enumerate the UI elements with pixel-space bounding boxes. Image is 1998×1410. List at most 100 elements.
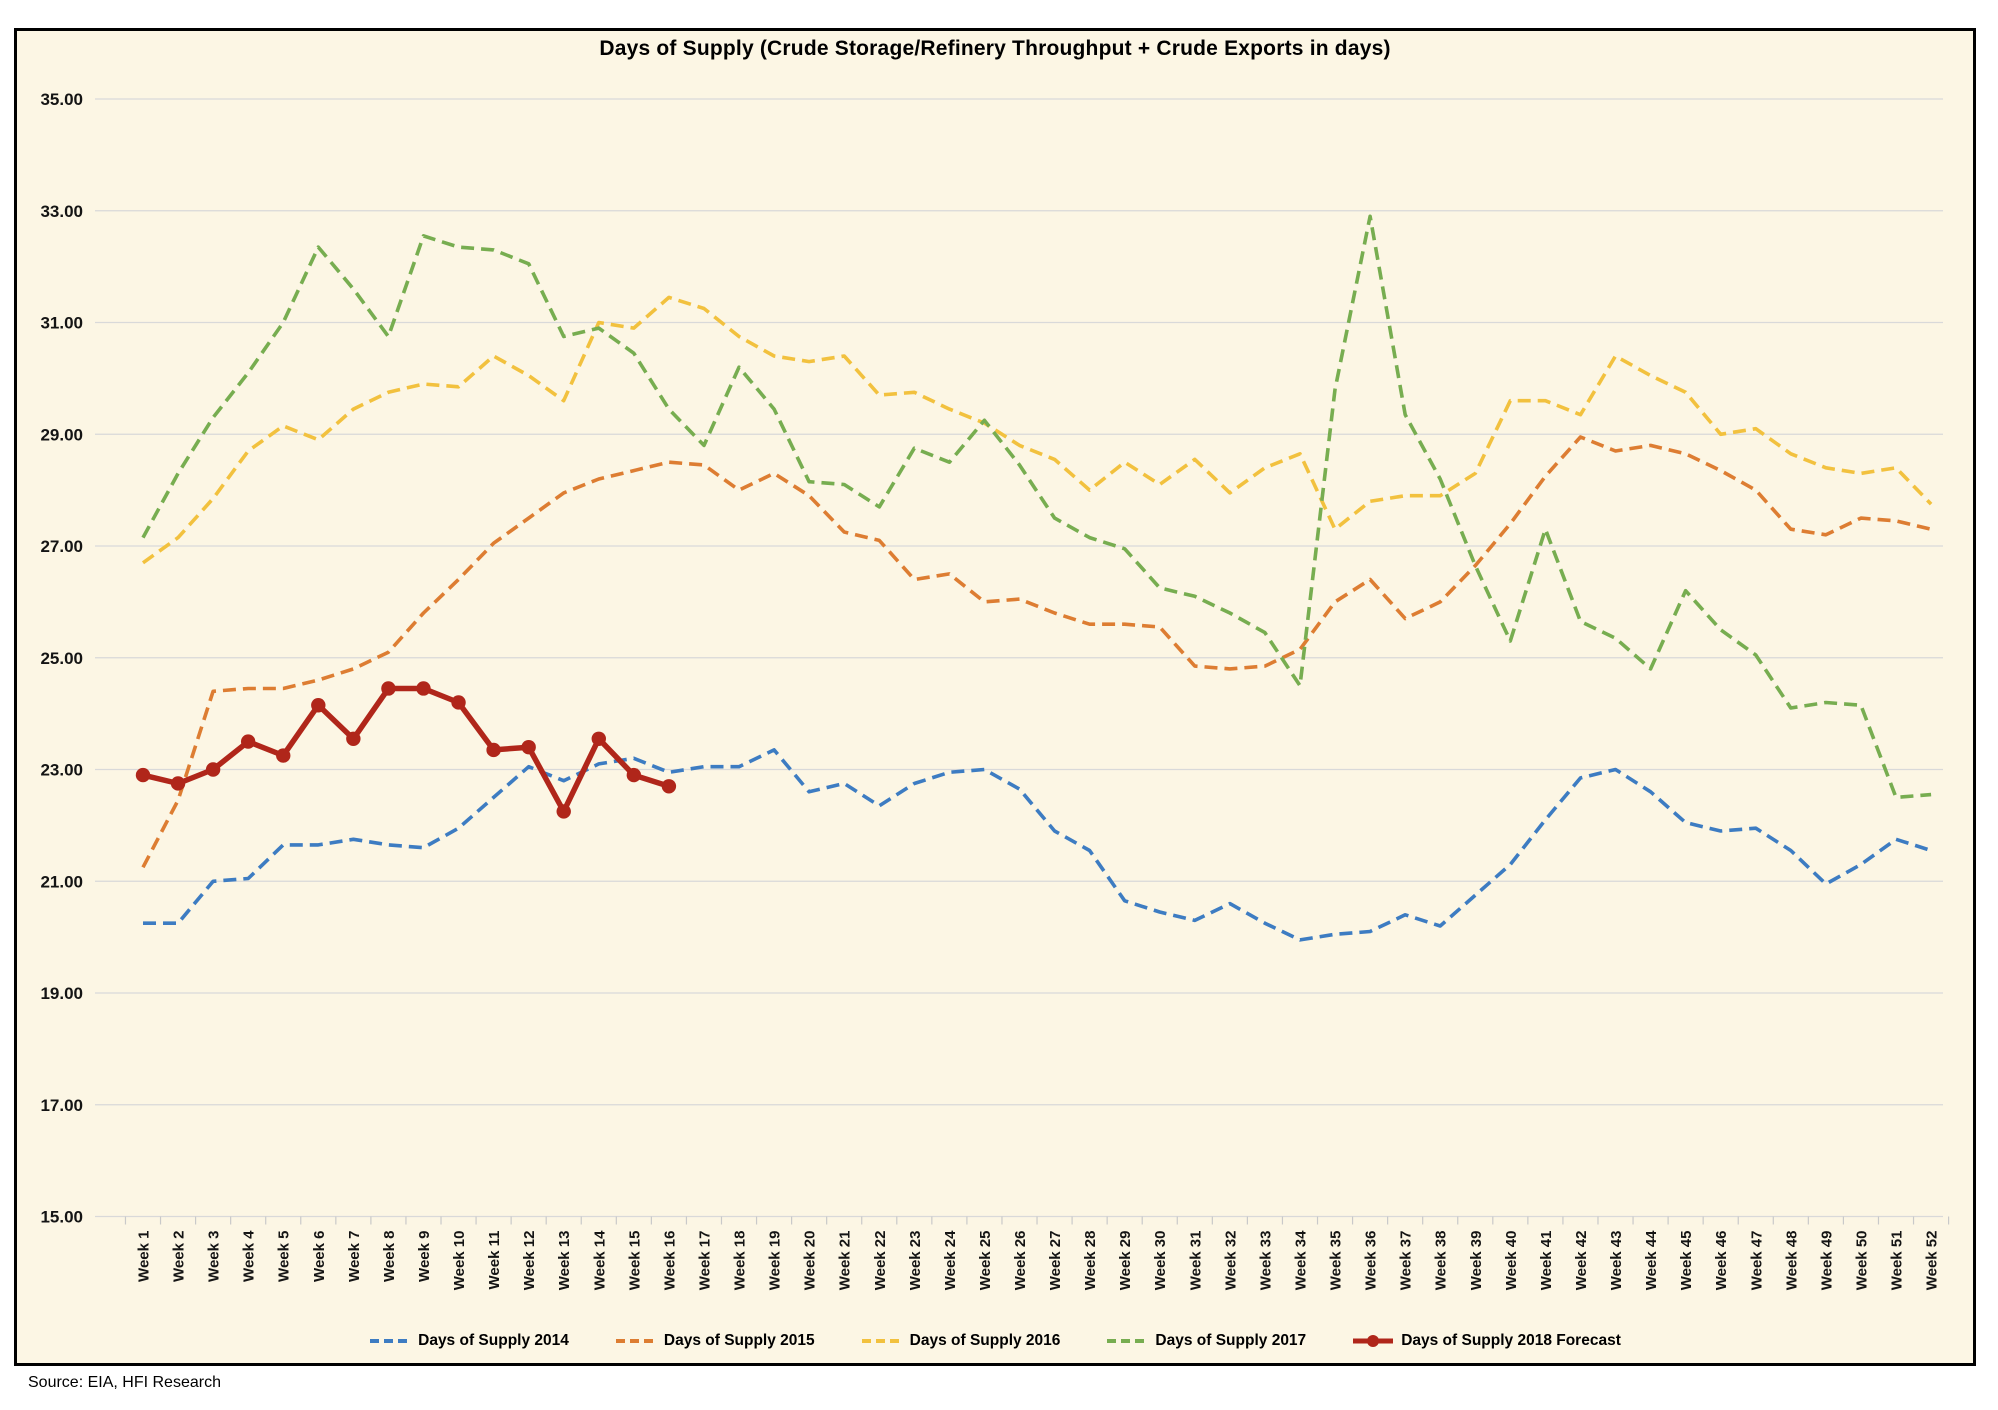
x-axis-label: Week 27 [1047, 1231, 1064, 1291]
data-point-marker [135, 767, 151, 783]
x-axis-label: Week 37 [1398, 1231, 1415, 1291]
y-axis-label: 15.00 [40, 1208, 83, 1227]
legend-label: Days of Supply 2014 [418, 1332, 569, 1349]
legend-swatch [861, 1339, 902, 1343]
x-axis-label: Week 18 [732, 1231, 749, 1291]
legend-label: Days of Supply 2017 [1155, 1332, 1307, 1349]
x-axis-label: Week 26 [1012, 1231, 1029, 1291]
x-axis-label: Week 17 [696, 1231, 713, 1291]
x-axis-label: Week 20 [802, 1231, 819, 1291]
legend-swatch-marker [1367, 1335, 1380, 1347]
x-axis-label: Week 51 [1889, 1231, 1906, 1291]
x-axis-label: Week 28 [1082, 1231, 1099, 1291]
data-point-marker [661, 779, 677, 794]
data-point-marker [346, 731, 361, 746]
legend-label: Days of Supply 2016 [909, 1332, 1061, 1349]
x-axis-label: Week 49 [1818, 1231, 1835, 1291]
series-line-days-of-supply-2014 [143, 748, 1932, 942]
x-axis-label: Week 46 [1713, 1231, 1730, 1291]
data-point-marker [381, 681, 396, 696]
legend-item-days-of-supply-2017: Days of Supply 2017 [1106, 1332, 1306, 1350]
legend-swatch [615, 1339, 656, 1343]
y-axis-label: 17.00 [40, 1096, 83, 1115]
y-axis-label: 33.00 [40, 202, 83, 221]
series-line-days-of-supply-2017 [141, 214, 1932, 800]
x-axis-label: Week 40 [1503, 1231, 1520, 1291]
x-axis-label: Week 50 [1853, 1231, 1870, 1291]
x-axis-label: Week 9 [416, 1231, 433, 1282]
series-line-days-of-supply-2016 [141, 295, 1933, 565]
x-axis-label: Week 52 [1924, 1231, 1941, 1291]
x-axis-label: Week 36 [1363, 1231, 1380, 1291]
data-point-marker [626, 767, 642, 783]
series-line-days-of-supply-2018-forecast [142, 685, 670, 815]
legend-label: Days of Supply 2015 [663, 1332, 815, 1349]
y-axis-label: 31.00 [40, 314, 83, 333]
data-point-marker [556, 804, 571, 819]
y-axis-label: 35.00 [40, 90, 83, 109]
chart-title: Days of Supply (Crude Storage/Refinery T… [599, 37, 1391, 60]
x-axis-label: Week 38 [1433, 1231, 1450, 1291]
x-axis-label: Week 16 [661, 1231, 678, 1291]
data-point-marker [240, 734, 256, 749]
x-axis-label: Week 4 [241, 1230, 258, 1282]
x-axis-label: Week 47 [1748, 1231, 1765, 1291]
x-axis-label: Week 29 [1117, 1231, 1134, 1291]
data-point-marker [170, 776, 186, 791]
legend-label: Days of Supply 2018 Forecast [1401, 1332, 1621, 1349]
legend-swatch [1353, 1335, 1394, 1347]
x-axis-label: Week 14 [591, 1230, 608, 1290]
x-axis-label: Week 33 [1257, 1231, 1274, 1291]
x-axis-label: Week 11 [486, 1231, 503, 1290]
y-axis-label: 19.00 [40, 984, 83, 1003]
x-axis-label: Week 6 [311, 1231, 328, 1282]
x-axis-label: Week 22 [872, 1231, 889, 1291]
x-axis-label: Week 44 [1643, 1230, 1660, 1290]
x-axis-label: Week 41 [1538, 1231, 1555, 1291]
x-axis-label: Week 1 [136, 1231, 153, 1282]
x-axis-label: Week 10 [451, 1231, 468, 1291]
legend-item-days-of-supply-2014: Days of Supply 2014 [369, 1332, 569, 1350]
x-axis-label: Week 31 [1187, 1231, 1204, 1291]
data-point-marker [311, 698, 326, 713]
x-axis-label: Week 12 [521, 1231, 538, 1291]
x-axis-label: Week 7 [346, 1231, 363, 1282]
x-axis-label: Week 34 [1292, 1230, 1309, 1290]
y-axis-label: 29.00 [40, 425, 83, 444]
source-note: Source: EIA, HFI Research [28, 1374, 221, 1391]
legend-swatch [370, 1339, 411, 1343]
chart-frame: Days of Supply (Crude Storage/Refinery T… [14, 28, 1976, 1366]
x-axis-label: Week 45 [1678, 1231, 1695, 1291]
data-point-marker [276, 748, 291, 763]
y-axis-label: 27.00 [40, 537, 83, 556]
x-axis-label: Week 24 [942, 1230, 959, 1290]
x-axis-label: Week 30 [1152, 1231, 1169, 1291]
y-axis-label: 21.00 [40, 872, 83, 891]
x-axis-label: Week 48 [1783, 1231, 1800, 1291]
x-axis-label: Week 15 [626, 1231, 643, 1291]
legend-swatch [1107, 1339, 1148, 1343]
x-axis-label: Week 23 [907, 1231, 924, 1291]
data-point-marker [416, 681, 431, 696]
x-axis-label: Week 21 [837, 1231, 854, 1291]
legend-item-days-of-supply-2016: Days of Supply 2016 [861, 1332, 1061, 1350]
y-axis-label: 25.00 [40, 649, 83, 668]
data-point-marker [205, 762, 221, 777]
legend-item-days-of-supply-2015: Days of Supply 2015 [615, 1332, 815, 1350]
y-axis-label: 23.00 [40, 761, 83, 780]
legend-item-days-of-supply-2018-forecast: Days of Supply 2018 Forecast [1352, 1332, 1621, 1350]
plot-area: 15.00 17.00 19.00 21.00 23.00 25.00 27.00 29.00… [40, 90, 1950, 1291]
x-axis-label: Week 32 [1222, 1231, 1239, 1291]
x-axis-label: Week 19 [767, 1231, 784, 1291]
series-line-days-of-supply-2015 [141, 435, 1932, 869]
data-point-marker [451, 695, 466, 710]
x-axis-label: Week 13 [556, 1231, 573, 1291]
x-axis-label: Week 42 [1573, 1231, 1590, 1291]
x-axis-label: Week 43 [1608, 1231, 1625, 1291]
data-point-marker [521, 739, 536, 755]
x-axis-label: Week 25 [977, 1231, 994, 1291]
data-point-marker [486, 742, 501, 758]
x-axis-label: Week 8 [381, 1231, 398, 1282]
x-axis-label: Week 39 [1468, 1231, 1485, 1291]
x-axis-label: Week 5 [276, 1231, 293, 1282]
